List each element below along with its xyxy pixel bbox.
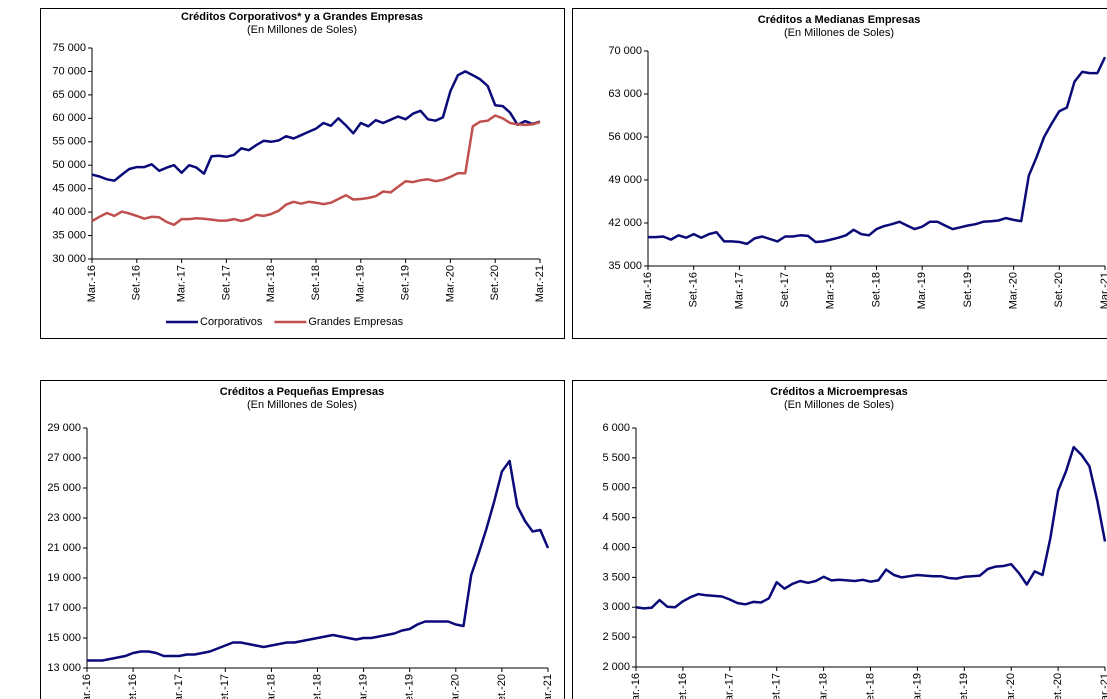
x-tick-label: Mar.-16 xyxy=(86,265,98,302)
y-tick-label: 13 000 xyxy=(47,662,81,674)
chart-subtitle: (En Millones de Soles) xyxy=(247,399,357,411)
y-tick-label: 3 000 xyxy=(602,601,630,613)
x-tick-label: Mar.-18 xyxy=(265,674,277,699)
x-tick-label: Mar.-21 xyxy=(534,265,546,302)
x-tick-label: Set.-16 xyxy=(688,272,700,307)
panel-border xyxy=(40,8,565,339)
data-line xyxy=(91,70,541,182)
panel-border xyxy=(572,8,1107,339)
x-tick-label: Set.-17 xyxy=(220,265,232,300)
chart-title: Créditos a Medianas Empresas xyxy=(758,14,921,26)
chart-subtitle: (En Millones de Soles) xyxy=(784,27,894,39)
y-tick-label: 35 000 xyxy=(52,229,86,241)
x-tick-label: Set.-19 xyxy=(400,265,412,300)
y-tick-label: 29 000 xyxy=(47,422,81,434)
x-tick-label: Mar.-16 xyxy=(642,272,654,309)
data-line xyxy=(635,445,1107,610)
x-tick-label: Set.-19 xyxy=(404,674,416,699)
y-tick-label: 2 000 xyxy=(602,661,630,673)
x-tick-label: Mar.-19 xyxy=(916,272,928,309)
x-tick-label: Mar.-20 xyxy=(1008,272,1020,309)
y-tick-label: 17 000 xyxy=(47,602,81,614)
y-tick-label: 60 000 xyxy=(52,112,86,124)
y-tick-label: 6 000 xyxy=(602,422,630,434)
y-tick-label: 27 000 xyxy=(47,452,81,464)
y-tick-label: 5 000 xyxy=(602,482,630,494)
x-tick-label: Mar.-18 xyxy=(825,272,837,309)
x-tick-label: Mar.-19 xyxy=(911,673,923,699)
legend-label: Grandes Empresas xyxy=(308,316,403,328)
y-tick-label: 19 000 xyxy=(47,572,81,584)
y-tick-label: 40 000 xyxy=(52,206,86,218)
x-tick-label: Set.-19 xyxy=(958,673,970,699)
y-tick-label: 50 000 xyxy=(52,159,86,171)
chart-title: Créditos a Microempresas xyxy=(770,386,908,398)
y-tick-label: 70 000 xyxy=(608,45,642,57)
x-tick-label: Set.-18 xyxy=(864,673,876,699)
x-tick-label: Set.-17 xyxy=(771,673,783,699)
x-tick-label: Set.-18 xyxy=(310,265,322,300)
x-tick-label: Mar.-20 xyxy=(1005,673,1017,699)
chart-title: Créditos a Pequeñas Empresas xyxy=(220,386,384,398)
x-tick-label: Set.-16 xyxy=(677,673,689,699)
y-tick-label: 3 500 xyxy=(602,571,630,583)
x-tick-label: Mar.-21 xyxy=(1099,673,1107,699)
x-tick-label: Mar.-17 xyxy=(176,265,188,302)
x-tick-label: Mar.-17 xyxy=(173,674,185,699)
y-tick-label: 4 000 xyxy=(602,541,630,553)
x-tick-label: Mar.-18 xyxy=(818,673,830,699)
y-tick-label: 35 000 xyxy=(608,260,642,272)
x-tick-label: Mar.-19 xyxy=(355,265,367,302)
x-tick-label: Mar.-18 xyxy=(265,265,277,302)
x-tick-label: Set.-20 xyxy=(496,674,508,699)
y-tick-label: 70 000 xyxy=(52,65,86,77)
y-tick-label: 2 500 xyxy=(602,631,630,643)
chart-subtitle: (En Millones de Soles) xyxy=(247,24,357,36)
x-tick-label: Mar.-17 xyxy=(724,673,736,699)
y-tick-label: 25 000 xyxy=(47,482,81,494)
x-tick-label: Set.-20 xyxy=(1053,272,1065,307)
y-tick-label: 75 000 xyxy=(52,42,86,54)
x-tick-label: Set.-20 xyxy=(489,265,501,300)
x-tick-label: Mar.-20 xyxy=(450,674,462,699)
y-tick-label: 42 000 xyxy=(608,217,642,229)
y-tick-label: 15 000 xyxy=(47,632,81,644)
x-tick-label: Set.-18 xyxy=(311,674,323,699)
x-tick-label: Mar.-16 xyxy=(81,674,93,699)
data-line xyxy=(648,56,1107,246)
y-tick-label: 56 000 xyxy=(608,131,642,143)
y-tick-label: 23 000 xyxy=(47,512,81,524)
y-tick-label: 63 000 xyxy=(608,88,642,100)
data-line xyxy=(87,459,550,662)
x-tick-label: Set.-16 xyxy=(131,265,143,300)
x-tick-label: Mar.-17 xyxy=(733,272,745,309)
x-tick-label: Mar.-20 xyxy=(444,265,456,302)
x-tick-label: Set.-18 xyxy=(870,272,882,307)
panel-border xyxy=(40,380,565,699)
y-tick-label: 65 000 xyxy=(52,89,86,101)
legend-label: Corporativos xyxy=(200,316,263,328)
y-tick-label: 5 500 xyxy=(602,452,630,464)
y-tick-label: 45 000 xyxy=(52,183,86,195)
x-tick-label: Mar.-16 xyxy=(630,673,642,699)
x-tick-label: Mar.-21 xyxy=(1099,272,1107,309)
chart-subtitle: (En Millones de Soles) xyxy=(784,399,894,411)
y-tick-label: 49 000 xyxy=(608,174,642,186)
x-tick-label: Set.-20 xyxy=(1052,673,1064,699)
y-tick-label: 21 000 xyxy=(47,542,81,554)
x-tick-label: Set.-16 xyxy=(127,674,139,699)
chart-title: Créditos Corporativos* y a Grandes Empre… xyxy=(181,11,423,23)
data-line xyxy=(91,114,541,227)
y-tick-label: 4 500 xyxy=(602,512,630,524)
x-tick-label: Set.-19 xyxy=(962,272,974,307)
x-tick-label: Set.-17 xyxy=(219,674,231,699)
x-tick-label: Mar.-21 xyxy=(542,674,554,699)
x-tick-label: Set.-17 xyxy=(779,272,791,307)
panel-border xyxy=(572,380,1107,699)
y-tick-label: 30 000 xyxy=(52,253,86,265)
y-tick-label: 55 000 xyxy=(52,136,86,148)
x-tick-label: Mar.-19 xyxy=(358,674,370,699)
